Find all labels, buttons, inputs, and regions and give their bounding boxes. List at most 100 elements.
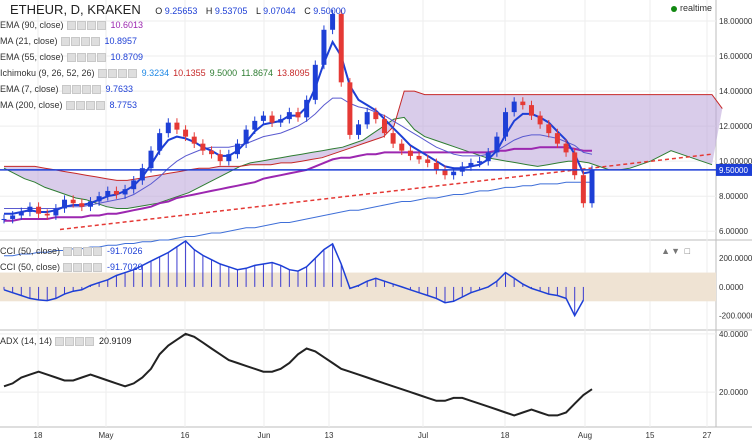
copy-icon[interactable] xyxy=(75,337,85,347)
candle-body xyxy=(304,99,310,118)
settings-icon[interactable] xyxy=(75,101,85,111)
low-value: 9.07044 xyxy=(263,6,296,16)
legend-row[interactable]: EMA (55, close) 10.8709 xyxy=(0,51,143,64)
cci-legend-controls[interactable] xyxy=(63,245,103,258)
settings-icon[interactable] xyxy=(65,337,75,347)
price-tick-label: 6.00000 xyxy=(719,227,748,236)
cci-legend-controls[interactable] xyxy=(63,261,103,274)
time-tick-label: 13 xyxy=(325,431,334,440)
settings-icon[interactable] xyxy=(70,37,80,47)
settings-icon[interactable] xyxy=(73,263,83,273)
close-icon[interactable] xyxy=(93,263,103,273)
visibility-icon[interactable] xyxy=(60,37,70,47)
settings-icon[interactable] xyxy=(107,69,117,79)
legend-controls[interactable] xyxy=(65,99,106,112)
candle-body xyxy=(451,171,457,176)
low-label: L xyxy=(255,6,261,16)
copy-icon[interactable] xyxy=(117,69,127,79)
legend-row[interactable]: Ichimoku (9, 26, 52, 26) 9.3234 10.1355 9.5… xyxy=(0,67,310,80)
legend-row[interactable]: MA (21, close) 10.8957 xyxy=(0,35,137,48)
legend-name: EMA (90, close) xyxy=(0,20,64,30)
candle-body xyxy=(485,152,491,162)
visibility-icon[interactable] xyxy=(65,101,75,111)
candle-body xyxy=(36,206,42,214)
cci-legend-name: CCI (50, close) xyxy=(0,246,61,256)
settings-icon[interactable] xyxy=(71,85,81,95)
ichimoku-span-a xyxy=(3,116,713,209)
close-icon[interactable] xyxy=(90,37,100,47)
legend-row[interactable]: EMA (7, close) 9.7633 xyxy=(0,83,133,96)
copy-icon[interactable] xyxy=(86,21,96,31)
realtime-label: realtime xyxy=(679,3,712,13)
visibility-icon[interactable] xyxy=(61,85,71,95)
close-icon[interactable] xyxy=(91,85,101,95)
visibility-icon[interactable] xyxy=(63,247,73,257)
legend-value: 10.8709 xyxy=(110,52,144,62)
cci-legend-name: CCI (50, close) xyxy=(0,262,61,272)
legend-controls[interactable] xyxy=(60,35,101,48)
close-value: 9.50000 xyxy=(313,6,346,16)
copy-icon[interactable] xyxy=(85,101,95,111)
candle-body xyxy=(113,190,119,195)
close-icon[interactable] xyxy=(96,21,106,31)
legend-controls[interactable] xyxy=(66,19,107,32)
close-icon[interactable] xyxy=(85,337,95,347)
last-price-label: 9.50000 xyxy=(719,166,748,175)
visibility-icon[interactable] xyxy=(63,263,73,273)
visibility-icon[interactable] xyxy=(66,21,76,31)
candle-body xyxy=(62,199,68,209)
copy-icon[interactable] xyxy=(83,263,93,273)
candle-body xyxy=(122,189,128,195)
legend-controls[interactable] xyxy=(61,83,102,96)
high-value: 9.53705 xyxy=(214,6,248,16)
candle-body xyxy=(200,143,206,151)
move-up-icon[interactable]: ▲ xyxy=(661,246,670,256)
settings-icon[interactable] xyxy=(76,53,86,63)
close-icon[interactable] xyxy=(127,69,137,79)
cci-line xyxy=(3,240,585,318)
time-tick-label: 16 xyxy=(181,431,190,440)
move-down-icon[interactable]: ▼ xyxy=(671,246,680,256)
settings-icon[interactable] xyxy=(76,21,86,31)
adx-legend-controls[interactable] xyxy=(55,335,95,348)
candle-body xyxy=(442,169,448,176)
close-icon[interactable] xyxy=(95,101,105,111)
price-tick-label: 18.00000 xyxy=(719,17,752,26)
candle-body xyxy=(87,201,93,207)
time-tick-label: 18 xyxy=(501,431,510,440)
copy-icon[interactable] xyxy=(81,85,91,95)
legend-controls[interactable] xyxy=(97,67,138,80)
copy-icon[interactable] xyxy=(83,247,93,257)
chart-header: ETHEUR, D, KRAKEN O 9.25653 H 9.53705 L … xyxy=(10,1,352,19)
adx-legend-row[interactable]: ADX (14, 14) 20.9109 xyxy=(0,335,132,348)
visibility-icon[interactable] xyxy=(55,337,65,347)
series-ema-90-close- xyxy=(4,146,592,222)
legend-name: EMA (55, close) xyxy=(0,52,64,62)
close-icon[interactable] xyxy=(93,247,103,257)
close-label: C xyxy=(304,6,311,16)
copy-icon[interactable] xyxy=(80,37,90,47)
cci-legend-value: -91.7026 xyxy=(107,246,143,256)
candle-body xyxy=(165,122,171,134)
legend-value: 13.8095 xyxy=(277,68,310,78)
candle-body xyxy=(269,115,275,123)
time-tick-label: 18 xyxy=(34,431,43,440)
legend-name: MA (200, close) xyxy=(0,100,63,110)
legend-row[interactable]: MA (200, close) 8.7753 xyxy=(0,99,137,112)
legend-row[interactable]: EMA (90, close) 10.6013 xyxy=(0,19,143,32)
candle-body xyxy=(278,119,284,123)
cci-legend-row[interactable]: CCI (50, close) -91.7026 xyxy=(0,261,143,274)
legend-name: MA (21, close) xyxy=(0,36,58,46)
time-tick-label: Jul xyxy=(418,431,428,440)
copy-icon[interactable] xyxy=(86,53,96,63)
settings-icon[interactable] xyxy=(73,247,83,257)
visibility-icon[interactable] xyxy=(97,69,107,79)
legend-value: 10.6013 xyxy=(110,20,144,30)
cci-legend-row[interactable]: CCI (50, close) -91.7026 xyxy=(0,245,143,258)
close-icon[interactable] xyxy=(96,53,106,63)
candle-body xyxy=(554,133,560,144)
adx-tick-label: 20.0000 xyxy=(719,388,748,397)
legend-controls[interactable] xyxy=(66,51,107,64)
visibility-icon[interactable] xyxy=(66,53,76,63)
maximize-pane-icon[interactable]: □ xyxy=(684,246,690,256)
